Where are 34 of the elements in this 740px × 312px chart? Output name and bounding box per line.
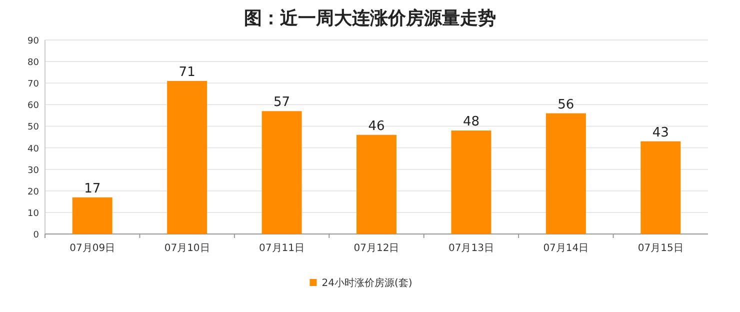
x-tick-label: 07月10日 bbox=[164, 243, 210, 254]
bar bbox=[546, 113, 586, 234]
y-tick-label: 80 bbox=[28, 58, 40, 68]
data-label: 17 bbox=[84, 181, 101, 196]
data-label: 57 bbox=[274, 95, 290, 110]
y-tick-label: 30 bbox=[28, 166, 40, 176]
x-tick-label: 07月11日 bbox=[259, 243, 305, 254]
y-tick-label: 10 bbox=[28, 208, 40, 219]
y-tick-label: 40 bbox=[28, 144, 40, 154]
x-tick-label: 07月09日 bbox=[70, 243, 116, 254]
data-label: 46 bbox=[368, 118, 385, 134]
legend-label: 24小时涨价房源(套) bbox=[322, 277, 412, 289]
bar bbox=[451, 130, 492, 234]
y-tick-label: 20 bbox=[28, 187, 40, 198]
x-tick-label: 07月12日 bbox=[354, 243, 400, 254]
bar bbox=[356, 134, 396, 234]
data-label: 56 bbox=[558, 97, 574, 112]
x-tick-label: 07月13日 bbox=[448, 243, 494, 254]
y-tick-label: 0 bbox=[33, 230, 40, 240]
y-tick-label: 60 bbox=[28, 101, 40, 112]
x-tick-label: 07月15日 bbox=[638, 243, 684, 254]
legend: 24小时涨价房源(套) bbox=[310, 278, 412, 289]
data-label: 48 bbox=[462, 114, 480, 130]
bar bbox=[640, 141, 681, 234]
x-tick-label: 07月14日 bbox=[543, 243, 589, 254]
data-label: 71 bbox=[178, 64, 196, 80]
bar bbox=[262, 111, 302, 234]
y-tick-label: 70 bbox=[28, 80, 40, 90]
bar bbox=[72, 197, 112, 234]
y-tick-label: 90 bbox=[28, 36, 40, 46]
bar bbox=[167, 80, 208, 234]
y-tick-label: 50 bbox=[28, 122, 40, 133]
chart-title: 图：近一周大连涨价房源量走势 bbox=[244, 8, 496, 29]
data-label: 43 bbox=[652, 125, 669, 140]
